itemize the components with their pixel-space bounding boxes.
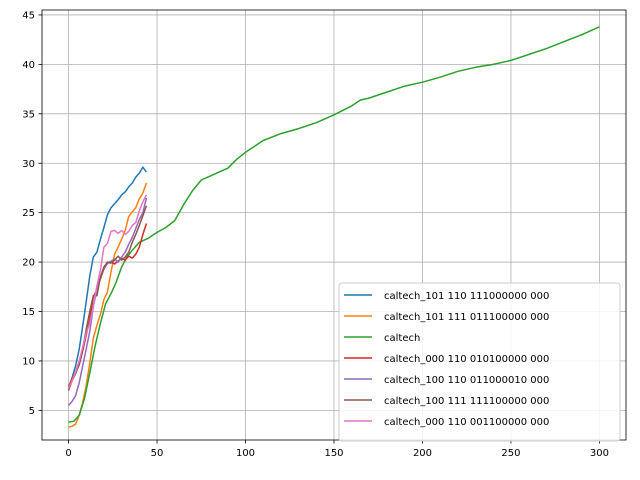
x-tick-label: 0 xyxy=(65,448,71,459)
y-tick-label: 25 xyxy=(22,208,35,219)
series-line-1 xyxy=(67,166,148,389)
x-tick-label: 100 xyxy=(236,448,255,459)
series-lines xyxy=(67,26,600,428)
legend-label: caltech_101 110 111000000 000 xyxy=(384,291,549,302)
series-line-7 xyxy=(67,194,148,389)
legend-label: caltech xyxy=(384,333,420,344)
legend-box xyxy=(338,282,621,442)
y-tick-label: 20 xyxy=(22,258,35,269)
legend-label: caltech_000 110 010100000 000 xyxy=(384,354,549,365)
legend-label: caltech_100 111 111100000 000 xyxy=(384,396,549,407)
x-tick-label: 150 xyxy=(324,448,343,459)
series-line-3 xyxy=(68,26,600,423)
legend-label: caltech_100 110 011000010 000 xyxy=(384,375,549,386)
y-tick-label: 40 xyxy=(22,60,35,71)
legend: caltech_101 110 111000000 000 caltech_101… xyxy=(338,282,621,442)
x-tick-label: 200 xyxy=(413,448,432,459)
y-tick-label: 5 xyxy=(29,406,35,417)
x-tick-label: 50 xyxy=(151,448,164,459)
y-tick-label: 35 xyxy=(22,109,35,120)
x-tick-label: 250 xyxy=(501,448,520,459)
legend-label: caltech_101 111 011100000 000 xyxy=(384,312,549,323)
legend-label: caltech_000 110 001100000 000 xyxy=(384,417,549,428)
y-tick-label: 15 xyxy=(22,307,35,318)
x-tick-label: 300 xyxy=(590,448,609,459)
y-tick-label: 10 xyxy=(22,357,35,368)
y-tick-label: 45 xyxy=(22,11,35,22)
y-tick-label: 30 xyxy=(22,159,35,170)
axis-ticks: 0 50 100 150 200 250 300 5 10 15 20 25 30 35 40 45 xyxy=(22,11,609,459)
